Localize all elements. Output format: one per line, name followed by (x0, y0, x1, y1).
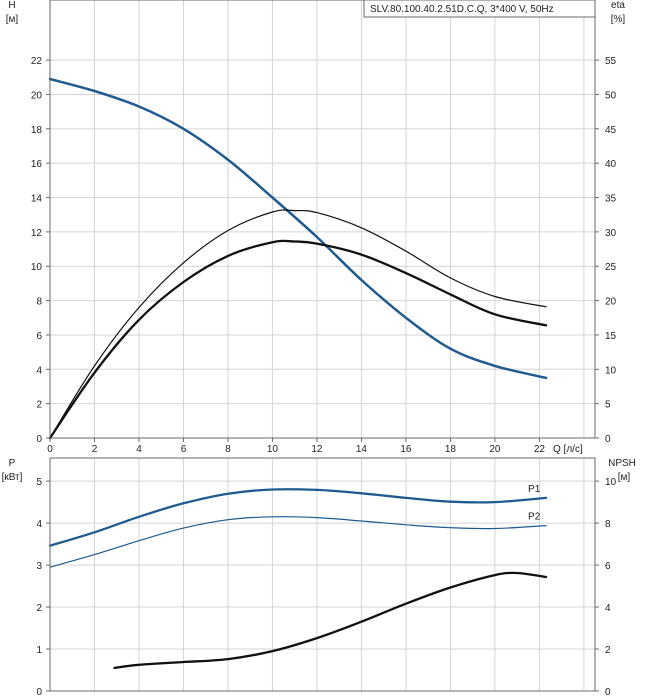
top-left-tick-label: 20 (31, 90, 43, 101)
top-left-tick-label: 2 (36, 400, 42, 411)
bottom-left-tick-label: 1 (36, 645, 42, 656)
top-right-tick-label: 25 (605, 262, 617, 273)
top-panel: 0246810121416182022051015202530354045505… (6, 0, 626, 455)
top-x-tick-label: 20 (489, 444, 501, 455)
bottom-axis-ticks: 0 1 2 3 4 5 0 2 4 6 8 10 (36, 477, 616, 698)
series-label-p1: P1 (528, 484, 541, 495)
top-x-tick-label: 2 (92, 444, 98, 455)
top-x-tick-label: 10 (267, 444, 279, 455)
top-right-tick-label: 15 (605, 331, 617, 342)
top-left-tick-label: 16 (31, 159, 43, 170)
top-left-tick-label: 14 (31, 194, 43, 205)
bottom-right-tick-label: 4 (605, 603, 611, 614)
series-label-p2: P2 (528, 512, 541, 523)
bottom-left-tick-label: 4 (36, 519, 42, 530)
chart-title: SLV.80.100.40.2.51D.C.Q, 3*400 V, 50Hz (370, 4, 554, 15)
bottom-left-tick-label: 2 (36, 603, 42, 614)
bottom-right-tick-label: 6 (605, 561, 611, 572)
top-right-tick-label: 35 (605, 194, 617, 205)
top-left-tick-label: 10 (31, 262, 43, 273)
top-x-tick-label: 14 (356, 444, 368, 455)
top-right-tick-label: 20 (605, 297, 617, 308)
top-left-tick-label: 4 (36, 365, 42, 376)
bottom-series: P1 P2 (48, 484, 548, 670)
bottom-series-line-1 (49, 516, 547, 568)
top-x-tick-label: 22 (534, 444, 546, 455)
bottom-plot-frame (49, 457, 596, 692)
top-right-tick-label: 45 (605, 125, 617, 136)
bottom-right-tick-label: 10 (605, 477, 617, 488)
top-grid (50, 0, 595, 438)
top-x-tick-label: 18 (445, 444, 457, 455)
top-left-tick-label: 18 (31, 125, 43, 136)
title-box: SLV.80.100.40.2.51D.C.Q, 3*400 V, 50Hz (363, 0, 596, 18)
y-axis-label-left-head: P (9, 458, 16, 469)
bottom-right-tick-label: 0 (605, 687, 611, 698)
top-series-line-0 (48, 77, 548, 380)
bottom-right-tick-label: 2 (605, 645, 611, 656)
top-right-tick-label: 55 (605, 56, 617, 67)
top-plot-frame (49, 0, 596, 439)
top-x-tick-label: 4 (136, 444, 142, 455)
y-axis-label-right-unit: [м] (618, 472, 631, 483)
bottom-left-tick-label: 3 (36, 561, 42, 572)
top-series (48, 77, 548, 440)
bottom-grid (50, 458, 595, 691)
top-left-tick-label: 8 (36, 297, 42, 308)
top-series-line-2 (48, 239, 548, 440)
y-axis-label-right-head: eta (611, 0, 625, 11)
y-axis-label-left-head: H (8, 0, 15, 11)
bottom-series-line-2 (113, 571, 548, 670)
bottom-left-tick-label: 5 (36, 477, 42, 488)
bottom-left-tick-label: 0 (36, 687, 42, 698)
y-axis-label-right-unit: [%] (611, 14, 626, 25)
bottom-right-tick-label: 8 (605, 519, 611, 530)
top-right-tick-label: 5 (605, 400, 611, 411)
top-axis-ticks: 0246810121416182022051015202530354045505… (31, 56, 617, 455)
top-left-tick-label: 0 (36, 434, 42, 445)
bottom-series-line-0 (48, 488, 548, 547)
top-x-tick-label: 6 (181, 444, 187, 455)
top-left-tick-label: 6 (36, 331, 42, 342)
top-x-tick-label: 8 (225, 444, 231, 455)
top-right-tick-label: 40 (605, 159, 617, 170)
x-axis-label: Q [л/с] (553, 444, 583, 455)
top-left-tick-label: 12 (31, 228, 43, 239)
y-axis-label-left-unit: [кВт] (2, 472, 23, 483)
top-right-tick-label: 0 (605, 434, 611, 445)
top-x-tick-label: 0 (47, 444, 53, 455)
top-right-tick-label: 10 (605, 365, 617, 376)
top-x-tick-label: 16 (400, 444, 412, 455)
top-x-tick-label: 12 (311, 444, 323, 455)
y-axis-label-left-unit: [м] (6, 14, 19, 25)
y-axis-label-right-head: NPSH (608, 458, 636, 469)
top-left-tick-label: 22 (31, 56, 43, 67)
top-right-tick-label: 50 (605, 90, 617, 101)
top-series-line-1 (49, 209, 547, 439)
top-right-tick-label: 30 (605, 228, 617, 239)
bottom-panel: 0 1 2 3 4 5 0 2 4 6 8 10 P1 P2 P [кВт] NPSH [м] (2, 457, 636, 698)
